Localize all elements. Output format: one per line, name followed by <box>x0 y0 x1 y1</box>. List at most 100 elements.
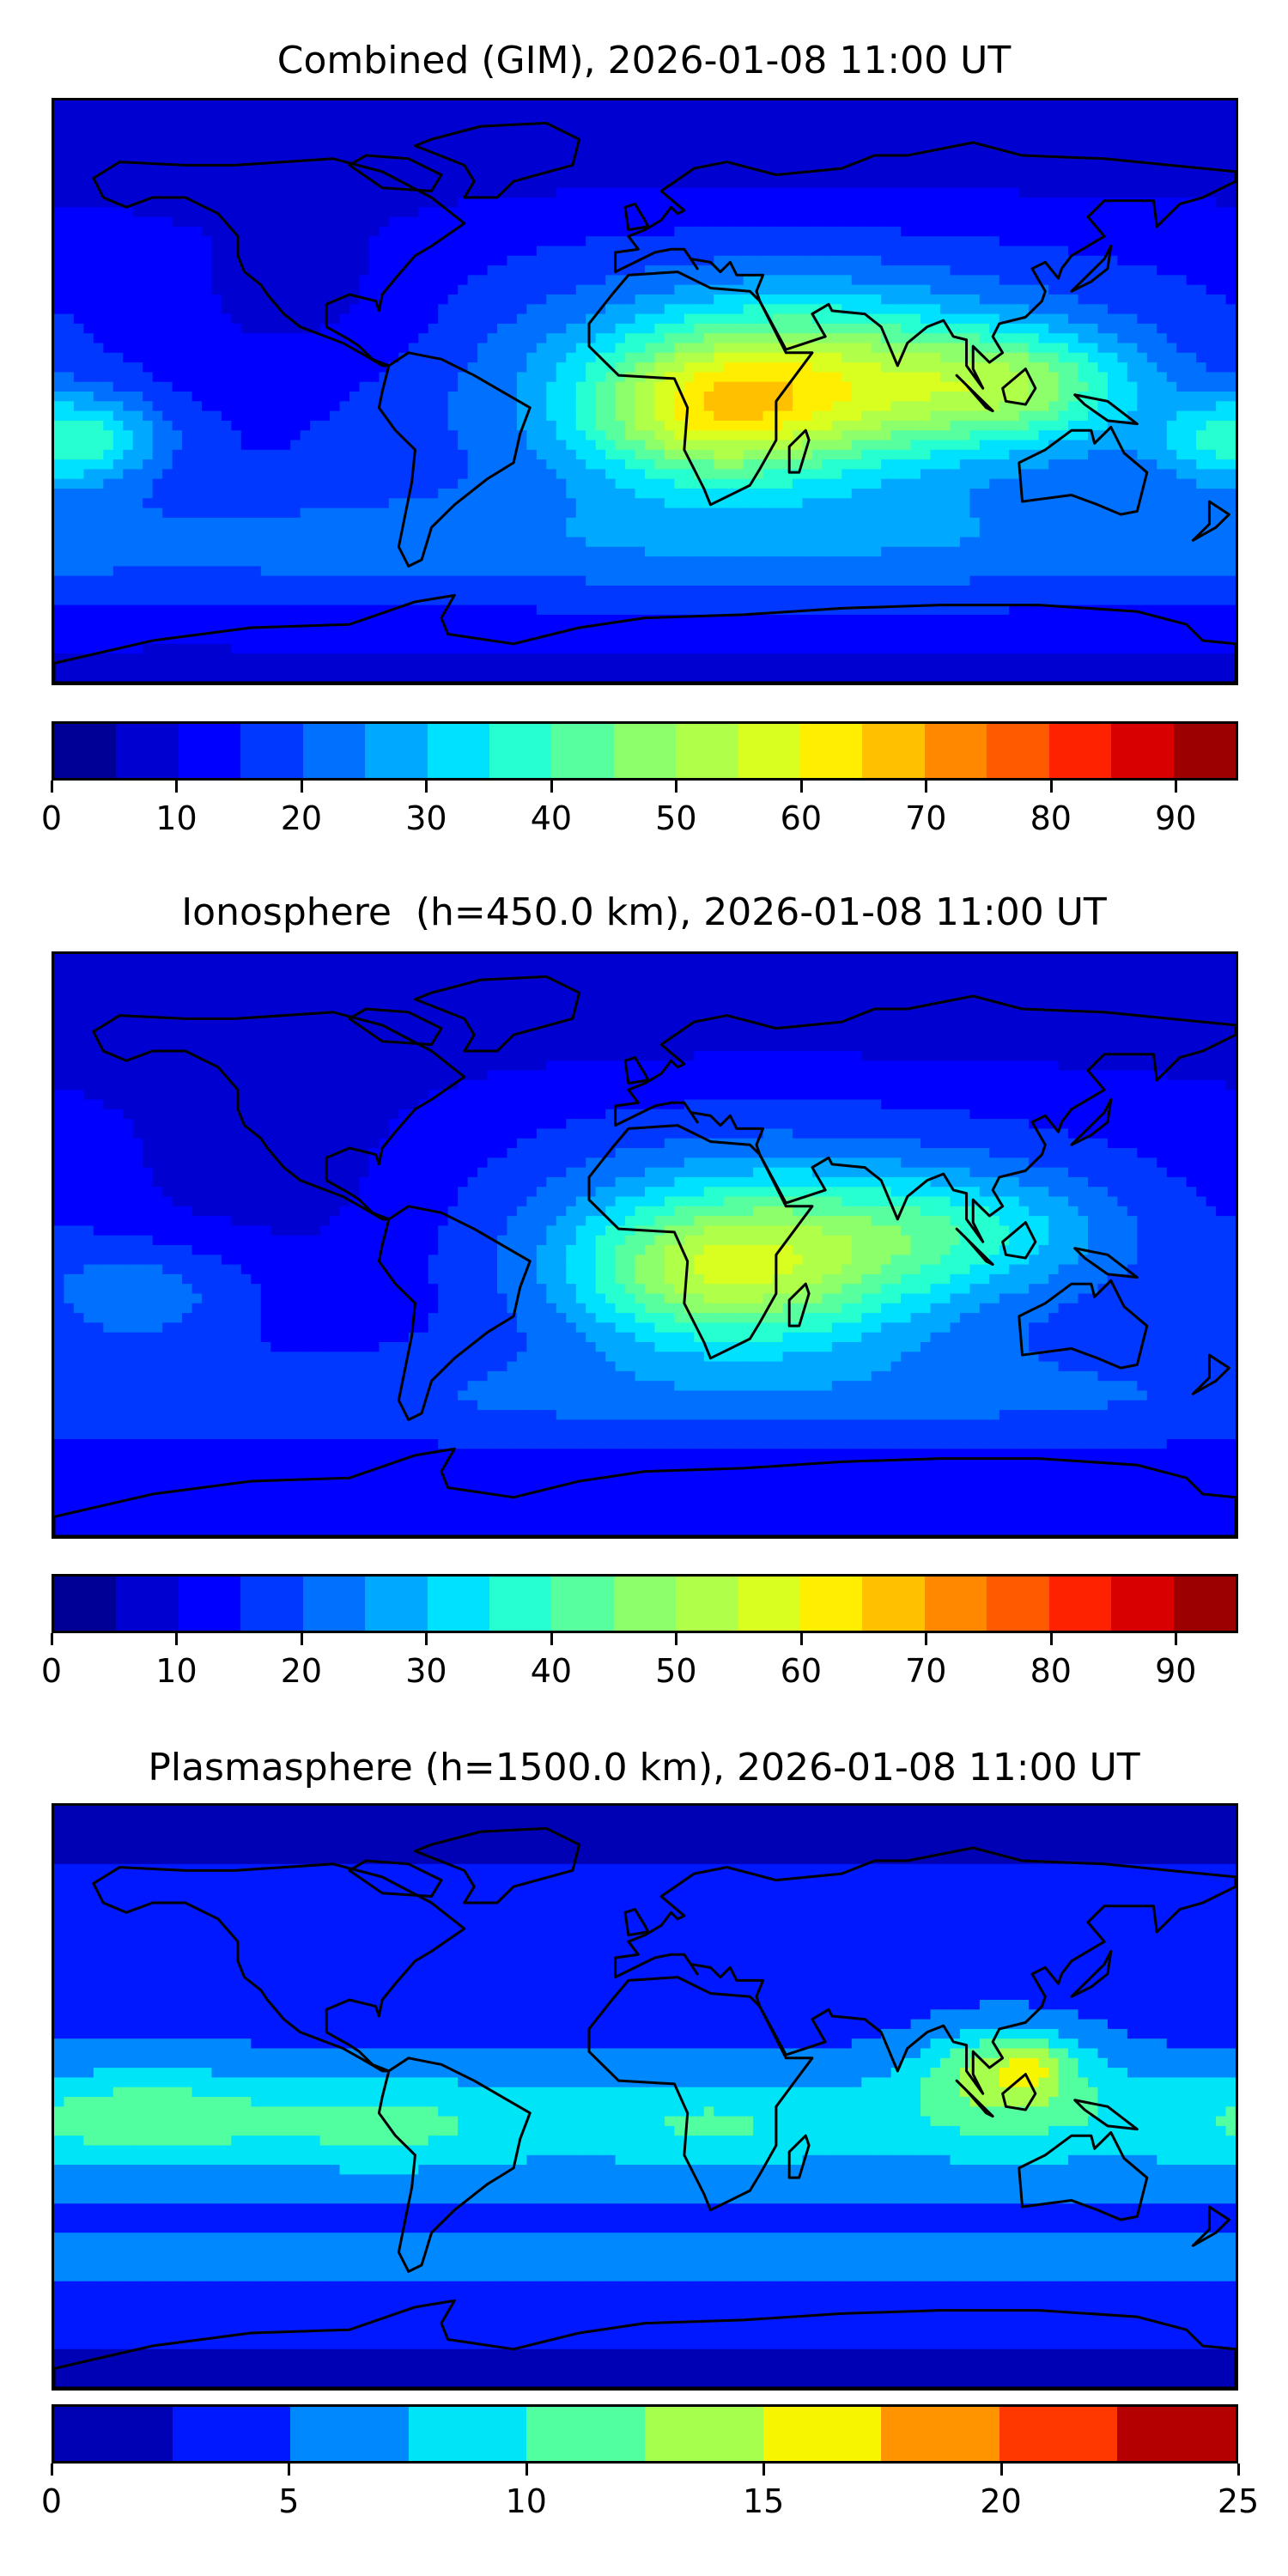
contour-cell <box>1058 469 1069 480</box>
contour-cell <box>793 362 804 373</box>
contour-cell <box>408 226 419 237</box>
contour-cell <box>231 323 242 334</box>
contour-cell <box>1117 178 1128 189</box>
contour-cell <box>388 459 399 470</box>
contour-cell <box>1068 343 1079 354</box>
contour-cell <box>172 469 183 480</box>
contour-cell <box>379 187 390 198</box>
contour-cell <box>1058 420 1069 431</box>
contour-cell <box>969 478 981 489</box>
contour-cell <box>191 333 203 344</box>
contour-cell <box>556 489 567 499</box>
contour-cell <box>1146 410 1157 422</box>
contour-cell <box>359 168 370 179</box>
contour-cell <box>388 498 399 509</box>
contour-cell <box>330 216 341 228</box>
contour-cell <box>881 149 892 160</box>
contour-cell <box>112 304 124 315</box>
contour-cell <box>654 178 665 189</box>
contour-cell <box>556 430 567 441</box>
contour-cell <box>536 178 547 189</box>
contour-cell <box>418 295 429 305</box>
contour-cell <box>999 178 1010 189</box>
contour-cell <box>132 478 143 489</box>
contour-cell <box>290 158 301 169</box>
contour-cell <box>162 255 173 266</box>
contour-cell <box>793 489 804 499</box>
contour-cell <box>251 392 262 402</box>
contour-cell <box>270 295 282 305</box>
contour-cell <box>428 478 439 489</box>
contour-cell <box>910 158 921 169</box>
contour-cell <box>881 449 892 460</box>
contour-cell <box>143 197 154 208</box>
contour-cell <box>901 381 912 392</box>
contour-cell <box>359 284 370 295</box>
contour-cell <box>1206 158 1217 169</box>
contour-cell <box>881 392 892 402</box>
contour-cell <box>418 333 429 344</box>
contour-cell <box>989 372 1000 383</box>
contour-cell <box>1166 420 1177 431</box>
contour-cell <box>930 158 941 169</box>
contour-cell <box>950 139 961 150</box>
contour-cell <box>674 401 685 412</box>
contour-cell <box>260 246 271 257</box>
contour-cell <box>1225 372 1236 383</box>
contour-cell <box>132 420 143 431</box>
contour-cell <box>674 226 685 237</box>
contour-cell <box>359 440 370 451</box>
contour-cell <box>300 275 311 286</box>
contour-cell <box>73 187 84 198</box>
contour-cell <box>1107 149 1118 160</box>
contour-cell <box>162 246 173 257</box>
contour-cell <box>143 449 154 460</box>
contour-cell <box>861 100 872 111</box>
contour-cell <box>477 139 489 150</box>
contour-cell <box>251 187 262 198</box>
contour-cell <box>240 207 252 218</box>
contour-cell <box>290 410 301 422</box>
contour-cell <box>191 226 203 237</box>
contour-cell <box>1038 129 1049 140</box>
contour-cell <box>586 381 597 392</box>
contour-cell <box>231 352 242 363</box>
contour-cell <box>1058 449 1069 460</box>
contour-cell <box>359 489 370 499</box>
contour-cell <box>368 275 380 286</box>
contour-cell <box>910 489 921 499</box>
contour-cell <box>1009 392 1020 402</box>
contour-cell <box>1166 352 1177 363</box>
contour-cell <box>1088 168 1099 179</box>
contour-cell <box>654 197 665 208</box>
contour-cell <box>1206 295 1217 305</box>
contour-cell <box>1107 304 1118 315</box>
contour-cell <box>841 216 853 228</box>
contour-cell <box>73 255 84 266</box>
contour-cell <box>831 275 842 286</box>
contour-cell <box>782 284 793 295</box>
contour-cell <box>714 430 725 441</box>
contour-cell <box>605 158 617 169</box>
contour-cell <box>625 430 636 441</box>
contour-cell <box>260 207 271 218</box>
contour-cell <box>575 149 586 160</box>
contour-cell <box>388 226 399 237</box>
contour-cell <box>497 304 508 315</box>
contour-cell <box>871 489 882 499</box>
contour-cell <box>802 119 813 131</box>
contour-cell <box>418 469 429 480</box>
contour-cell <box>418 149 429 160</box>
contour-cell <box>143 498 154 509</box>
contour-cell <box>586 255 597 266</box>
contour-cell <box>536 100 547 111</box>
contour-cell <box>536 352 547 363</box>
contour-cell <box>714 119 725 131</box>
contour-cell <box>861 275 872 286</box>
contour-cell <box>310 323 321 334</box>
contour-cell <box>428 469 439 480</box>
contour-cell <box>635 168 646 179</box>
contour-cell <box>683 449 695 460</box>
contour-cell <box>418 100 429 111</box>
contour-cell <box>1058 284 1069 295</box>
